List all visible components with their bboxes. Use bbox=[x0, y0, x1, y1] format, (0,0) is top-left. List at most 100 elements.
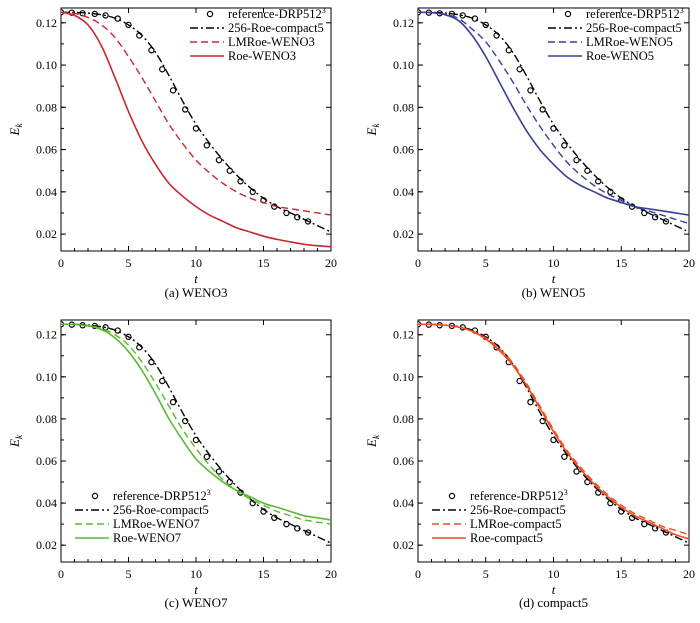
legend-label-superscript: 3 bbox=[564, 488, 568, 497]
data-point bbox=[148, 358, 155, 366]
x-tick-label: 0 bbox=[415, 256, 421, 270]
panel-caption: (d) compact5 bbox=[519, 595, 588, 610]
y-tick-label: 0.08 bbox=[36, 412, 57, 426]
legend-label: reference-DRP5123 bbox=[113, 488, 211, 503]
legend-label: 256-Roe-compact5 bbox=[470, 503, 566, 517]
x-tick-label: 10 bbox=[190, 256, 202, 270]
y-tick-label: 0.04 bbox=[36, 496, 57, 510]
y-tick-label: 0.08 bbox=[36, 100, 57, 114]
data-point bbox=[516, 377, 523, 385]
y-tick-label: 0.12 bbox=[36, 328, 57, 342]
y-tick-label: 0.06 bbox=[393, 143, 414, 157]
data-point bbox=[169, 398, 177, 406]
y-tick-label: 0.02 bbox=[36, 538, 57, 552]
data-point bbox=[584, 167, 591, 174]
x-tick-label: 5 bbox=[483, 256, 489, 270]
x-tick-label: 15 bbox=[615, 256, 627, 270]
series-group bbox=[418, 9, 689, 233]
y-tick-label: 0.02 bbox=[393, 227, 414, 241]
data-point bbox=[573, 156, 580, 164]
x-tick-label: 0 bbox=[58, 256, 64, 270]
legend-label: reference-DRP5123 bbox=[470, 488, 568, 503]
legend-label: 256-Roe-compact5 bbox=[586, 21, 682, 35]
x-tick-label: 20 bbox=[683, 256, 695, 270]
legend-label-superscript: 3 bbox=[322, 6, 326, 15]
y-tick-label: 0.02 bbox=[393, 538, 414, 552]
y-axis-title: Ek bbox=[7, 434, 24, 448]
y-tick-label: 0.12 bbox=[36, 16, 57, 30]
legend-marker bbox=[206, 10, 214, 18]
x-tick-label: 10 bbox=[548, 256, 560, 270]
y-axis-title-subscript: k bbox=[371, 123, 381, 128]
data-point bbox=[169, 87, 177, 94]
data-point bbox=[203, 142, 210, 149]
legend-label: Roe-WENO7 bbox=[113, 531, 181, 545]
chart-panel: 0 5 10 15 20 0.02 0.04 0.06 0.08 0.10 0.12 t Ek (b) W… bbox=[364, 6, 695, 300]
data-point bbox=[203, 453, 210, 460]
data-point bbox=[215, 468, 223, 475]
legend-label: 256-Roe-compact5 bbox=[228, 21, 324, 35]
legend-label-superscript: 3 bbox=[680, 6, 684, 15]
series-line bbox=[61, 323, 331, 544]
data-point bbox=[561, 453, 568, 460]
legend-marker bbox=[564, 10, 572, 18]
series-line bbox=[418, 11, 689, 225]
x-axis-title: t bbox=[194, 582, 198, 597]
chart-panel: 0 5 10 15 20 0.02 0.04 0.06 0.08 0.10 0.12 t Ek (a) W… bbox=[7, 6, 337, 300]
y-axis-title-subscript: k bbox=[371, 434, 381, 439]
x-axis-title: t bbox=[194, 271, 198, 286]
series-line bbox=[61, 11, 331, 233]
series-group bbox=[61, 321, 331, 544]
legend-label-superscript: 3 bbox=[207, 488, 211, 497]
y-tick-label: 0.02 bbox=[36, 227, 57, 241]
legend: reference-DRP5123256-Roe-compact5LMRoe-W… bbox=[75, 488, 211, 545]
y-tick-label: 0.12 bbox=[393, 328, 414, 342]
x-axis-title: t bbox=[552, 271, 556, 286]
y-axis-title: Ek bbox=[364, 434, 381, 448]
legend-label: LMRoe-WENO7 bbox=[113, 517, 200, 531]
legend-label: reference-DRP5123 bbox=[228, 6, 326, 21]
series-line bbox=[61, 323, 331, 525]
data-point bbox=[539, 417, 546, 425]
y-axis-title: Ek bbox=[364, 123, 381, 137]
legend-label: reference-DRP5123 bbox=[586, 6, 684, 21]
x-tick-label: 10 bbox=[190, 567, 202, 581]
x-tick-label: 15 bbox=[258, 567, 270, 581]
data-point bbox=[641, 209, 648, 217]
y-tick-label: 0.08 bbox=[393, 100, 414, 114]
series-line bbox=[418, 323, 689, 540]
legend-label: LMRoe-compact5 bbox=[470, 517, 562, 531]
y-tick-label: 0.10 bbox=[36, 58, 57, 72]
data-point bbox=[215, 156, 223, 164]
panel-caption: (b) WENO5 bbox=[522, 285, 586, 300]
x-tick-label: 0 bbox=[415, 567, 421, 581]
series-group bbox=[61, 9, 331, 248]
series-line bbox=[418, 11, 689, 233]
legend-label: LMRoe-WENO3 bbox=[228, 35, 315, 49]
legend-marker bbox=[91, 492, 99, 500]
legend: reference-DRP5123256-Roe-compact5LMRoe-W… bbox=[190, 6, 326, 63]
series-group bbox=[418, 321, 689, 544]
chart-panel: 0 5 10 15 20 0.02 0.04 0.06 0.08 0.10 0.12 t Ek (c) W… bbox=[7, 319, 337, 610]
y-tick-label: 0.06 bbox=[36, 454, 57, 468]
x-tick-label: 15 bbox=[615, 567, 627, 581]
y-axis-title-subscript: k bbox=[14, 434, 24, 439]
x-tick-label: 20 bbox=[325, 256, 337, 270]
x-tick-label: 5 bbox=[483, 567, 489, 581]
x-tick-label: 20 bbox=[325, 567, 337, 581]
y-tick-label: 0.06 bbox=[393, 454, 414, 468]
x-tick-label: 15 bbox=[258, 256, 270, 270]
legend-label: 256-Roe-compact5 bbox=[113, 503, 209, 517]
legend-label: Roe-WENO3 bbox=[228, 49, 296, 63]
data-point bbox=[539, 106, 546, 113]
data-point bbox=[181, 417, 189, 425]
data-point bbox=[159, 377, 166, 385]
data-point bbox=[527, 87, 534, 94]
series-line bbox=[61, 11, 331, 248]
x-axis-title: t bbox=[552, 582, 556, 597]
chart-panel: 0 5 10 15 20 0.02 0.04 0.06 0.08 0.10 0.12 t Ek (d) c… bbox=[364, 319, 695, 610]
data-point bbox=[283, 209, 290, 217]
y-tick-label: 0.10 bbox=[393, 58, 414, 72]
legend-label: Roe-compact5 bbox=[470, 531, 543, 545]
